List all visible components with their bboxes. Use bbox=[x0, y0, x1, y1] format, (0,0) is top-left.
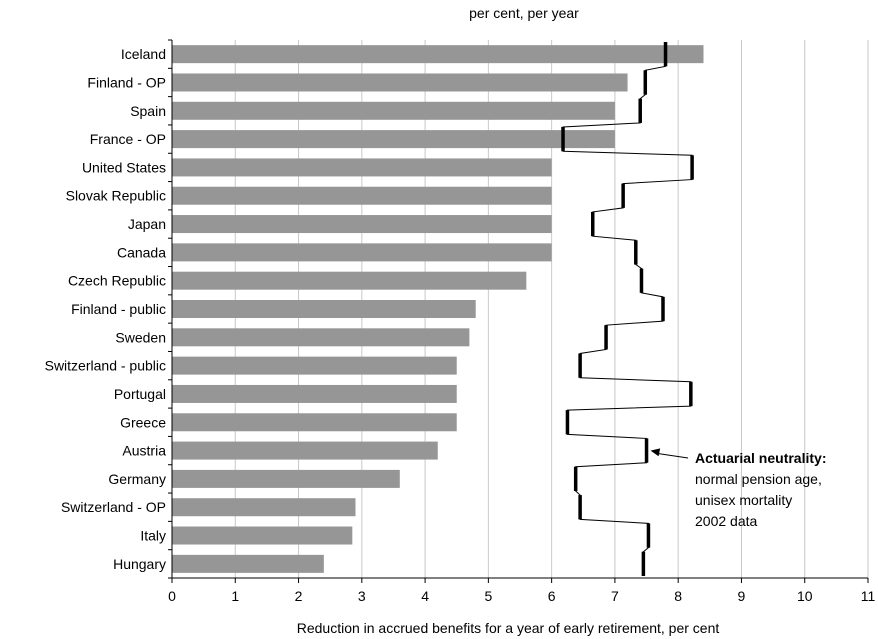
neutrality-annotation: Actuarial neutrality: normal pension age… bbox=[650, 448, 826, 529]
annotation-title: Actuarial neutrality: bbox=[695, 450, 826, 466]
category-label: France - OP bbox=[90, 131, 166, 147]
annotation-line: 2002 data bbox=[695, 513, 757, 529]
bar bbox=[172, 328, 470, 347]
category-label: Hungary bbox=[113, 556, 166, 572]
bar bbox=[172, 526, 353, 545]
category-label: Finland - public bbox=[71, 301, 166, 317]
category-label: Sweden bbox=[115, 329, 166, 345]
category-label: Slovak Republic bbox=[66, 188, 166, 204]
x-tick-label: 7 bbox=[611, 588, 619, 604]
x-tick-label: 11 bbox=[861, 588, 876, 604]
bar bbox=[172, 158, 552, 177]
bar bbox=[172, 498, 356, 517]
bar bbox=[172, 554, 324, 573]
annotation-arrow bbox=[658, 453, 689, 459]
neutrality-line bbox=[562, 42, 693, 576]
category-label: Germany bbox=[108, 471, 166, 487]
bar bbox=[172, 215, 552, 234]
chart-title: per cent, per year bbox=[469, 5, 579, 21]
category-label: Czech Republic bbox=[68, 273, 166, 289]
annotation-line: normal pension age, bbox=[695, 471, 822, 487]
category-label: Greece bbox=[120, 414, 166, 430]
x-tick-label: 0 bbox=[168, 588, 176, 604]
category-label: Spain bbox=[130, 103, 166, 119]
category-labels: Iceland Finland - OP Spain France - OP Unite… bbox=[45, 46, 167, 572]
bar bbox=[172, 384, 457, 403]
category-label: United States bbox=[82, 159, 166, 175]
bar bbox=[172, 300, 476, 318]
bars bbox=[172, 45, 704, 573]
x-tick-label: 4 bbox=[421, 588, 429, 604]
category-label: Portugal bbox=[114, 386, 166, 402]
category-label: Austria bbox=[122, 443, 166, 459]
x-tick-label: 3 bbox=[358, 588, 366, 604]
x-axis: 0 1 2 3 4 5 6 7 8 9 10 11 bbox=[168, 39, 876, 604]
bar bbox=[172, 243, 552, 262]
x-tick-label: 5 bbox=[484, 588, 492, 604]
x-tick-label: 2 bbox=[295, 588, 303, 604]
category-label: Japan bbox=[128, 216, 166, 232]
category-label: Italy bbox=[140, 528, 166, 544]
x-tick-label: 9 bbox=[738, 588, 746, 604]
category-label: Switzerland - public bbox=[45, 358, 166, 374]
bar bbox=[172, 101, 615, 120]
bar bbox=[172, 186, 552, 205]
x-tick-label: 8 bbox=[674, 588, 682, 604]
category-label: Switzerland - OP bbox=[61, 499, 166, 515]
bar bbox=[172, 413, 457, 432]
gridlines bbox=[234, 40, 869, 578]
annotation-arrowhead bbox=[650, 448, 661, 457]
bar bbox=[172, 271, 527, 290]
bar bbox=[172, 356, 457, 375]
category-label: Iceland bbox=[121, 46, 166, 62]
category-label: Finland - OP bbox=[87, 74, 166, 90]
x-tick-label: 10 bbox=[797, 588, 813, 604]
bar bbox=[172, 469, 400, 488]
x-tick-label: 1 bbox=[231, 588, 239, 604]
bar bbox=[172, 45, 704, 64]
x-axis-title: Reduction in accrued benefits for a year… bbox=[297, 620, 720, 636]
category-label: Canada bbox=[117, 244, 166, 260]
bar bbox=[172, 130, 615, 149]
neutrality-step-line bbox=[561, 42, 694, 576]
bar bbox=[172, 73, 628, 92]
bar bbox=[172, 441, 438, 460]
annotation-line: unisex mortality bbox=[695, 492, 792, 508]
x-tick-label: 6 bbox=[548, 588, 556, 604]
